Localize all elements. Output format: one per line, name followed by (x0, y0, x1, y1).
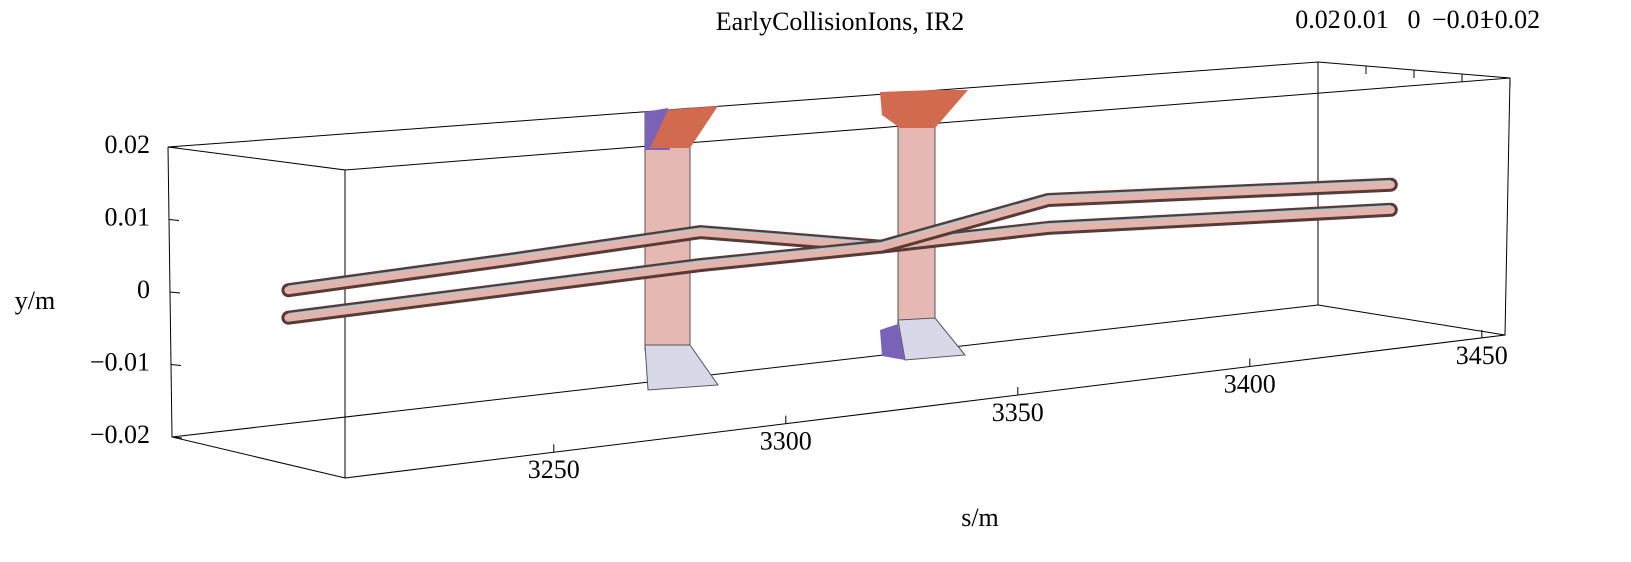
y-tick (168, 147, 178, 148)
y-tick-label: 0.02 (105, 130, 151, 159)
x-tick-label: 3450 (1456, 341, 1508, 370)
box-edge (172, 305, 1318, 437)
box (168, 62, 1510, 478)
x-axis-label: s/m (961, 503, 999, 532)
chart: EarlyCollisionIons, IR2 y/m s/m 3250 3300… (0, 0, 1631, 557)
x-tick-label: 3400 (1224, 369, 1276, 398)
y-tick (169, 220, 179, 221)
beam-highlight (288, 185, 1390, 318)
z-tick-label: 0.01 (1343, 5, 1389, 34)
y-tick-label: 0.01 (105, 202, 151, 231)
x-tick-label: 3250 (528, 455, 580, 484)
y-tick (171, 365, 181, 366)
magnet-base (898, 318, 965, 360)
chart-title: EarlyCollisionIons, IR2 (716, 7, 964, 36)
y-tick (170, 292, 180, 293)
magnet-base (645, 345, 718, 390)
z-tick-label: −0.02 (1480, 5, 1540, 34)
box-edge (1318, 305, 1505, 335)
y-tick-label: −0.01 (90, 347, 150, 376)
box-edge (168, 62, 1318, 305)
y-tick-label: 0 (137, 275, 150, 304)
y-axis-label: y/m (15, 286, 55, 315)
y-tick-label: −0.02 (90, 420, 150, 449)
z-tick-label: 0 (1408, 5, 1421, 34)
z-tick-label: 0.02 (1295, 5, 1341, 34)
x-tick-label: 3300 (760, 427, 812, 456)
x-tick-label: 3350 (992, 398, 1044, 427)
